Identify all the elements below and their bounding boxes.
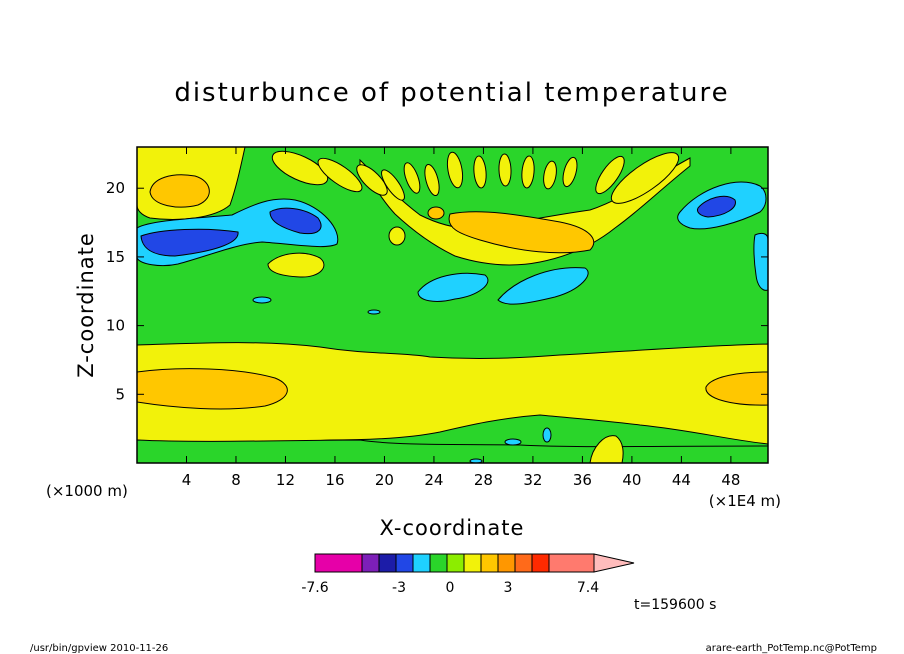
lower-orange-right (705, 371, 768, 406)
tiny-cyan-1 (252, 296, 272, 304)
colorbar-cell (531, 553, 550, 573)
y-tick-label: 20 (106, 179, 125, 197)
speck-1 (469, 458, 483, 463)
x-unit-label: (×1000 m) (46, 482, 128, 500)
right-edge-cyan (753, 232, 768, 291)
y-tick-label: 15 (106, 248, 125, 266)
x-tick-label: 28 (474, 471, 493, 489)
lower-orange-left (137, 368, 288, 410)
colorbar (314, 553, 635, 573)
colorbar-cell (514, 553, 533, 573)
speck-3 (542, 427, 552, 443)
colorbar-cell (446, 553, 465, 573)
contour-field (137, 147, 768, 463)
speck-2 (504, 438, 522, 446)
yellow-lens (267, 252, 325, 278)
left-blue-1 (140, 228, 239, 257)
x-tick-label: 12 (276, 471, 295, 489)
plot-frame (136, 146, 769, 464)
x-tick-label: 24 (424, 471, 443, 489)
y-tick-label: 5 (115, 385, 125, 403)
colorbar-cell (395, 553, 414, 573)
right-blue (697, 195, 736, 218)
footer-left: /usr/bin/gpview 2010-11-26 (30, 643, 168, 654)
chart-title: disturbunce of potential temperature (174, 78, 729, 108)
small-yellow-patch (388, 226, 406, 246)
y-axis: 5 10 15 20 (106, 179, 768, 403)
colorbar-labels: -7.6 -3 0 3 7.4 (301, 580, 599, 596)
x-tick-label: 48 (721, 471, 740, 489)
colorbar-label: -7.6 (301, 580, 328, 596)
colorbar-cell (361, 553, 380, 573)
x-tick-label: 44 (672, 471, 691, 489)
x-axis: 4 8 12 16 20 24 28 32 36 40 44 48 (182, 147, 740, 489)
tiny-cyan-2 (367, 309, 381, 315)
x-tick-label: 8 (231, 471, 241, 489)
colorbar-cell (378, 553, 397, 573)
colorbar-cell (480, 553, 499, 573)
x-axis-label: X-coordinate (380, 516, 525, 540)
small-orange-patch (427, 206, 445, 220)
colorbar-cell (314, 553, 363, 573)
mid-cyan-left (417, 272, 489, 302)
y-tick-label: 10 (106, 317, 125, 335)
colorbar-label: -3 (392, 580, 406, 596)
colorbar-cell (463, 553, 482, 573)
bottom-yellow-dip (589, 435, 624, 463)
colorbar-cell (497, 553, 516, 573)
mid-cyan-right (497, 267, 589, 305)
colorbar-label: 3 (504, 580, 513, 596)
footer-right: arare-earth_PotTemp.nc@PotTemp (706, 643, 877, 654)
crest-streaks (271, 150, 680, 204)
x-tick-label: 16 (325, 471, 344, 489)
colorbar-arrow (593, 553, 635, 573)
center-orange-ridge (448, 211, 595, 254)
x-tick-label: 40 (622, 471, 641, 489)
colorbar-cell (429, 553, 448, 573)
x-tick-label: 32 (523, 471, 542, 489)
colorbar-label: 0 (446, 580, 455, 596)
x-tick-label: 20 (375, 471, 394, 489)
upper-left-orange (149, 174, 210, 208)
y-axis-label: Z-coordinate (74, 232, 98, 378)
x-tick-label: 4 (182, 471, 192, 489)
x-tick-label: 36 (573, 471, 592, 489)
colorbar-cell (412, 553, 431, 573)
time-label: t=159600 s (634, 597, 716, 613)
x-scale-note: (×1E4 m) (709, 492, 781, 510)
left-blue-2 (269, 207, 322, 235)
colorbar-label: 7.4 (577, 580, 599, 596)
colorbar-cell (548, 553, 595, 573)
